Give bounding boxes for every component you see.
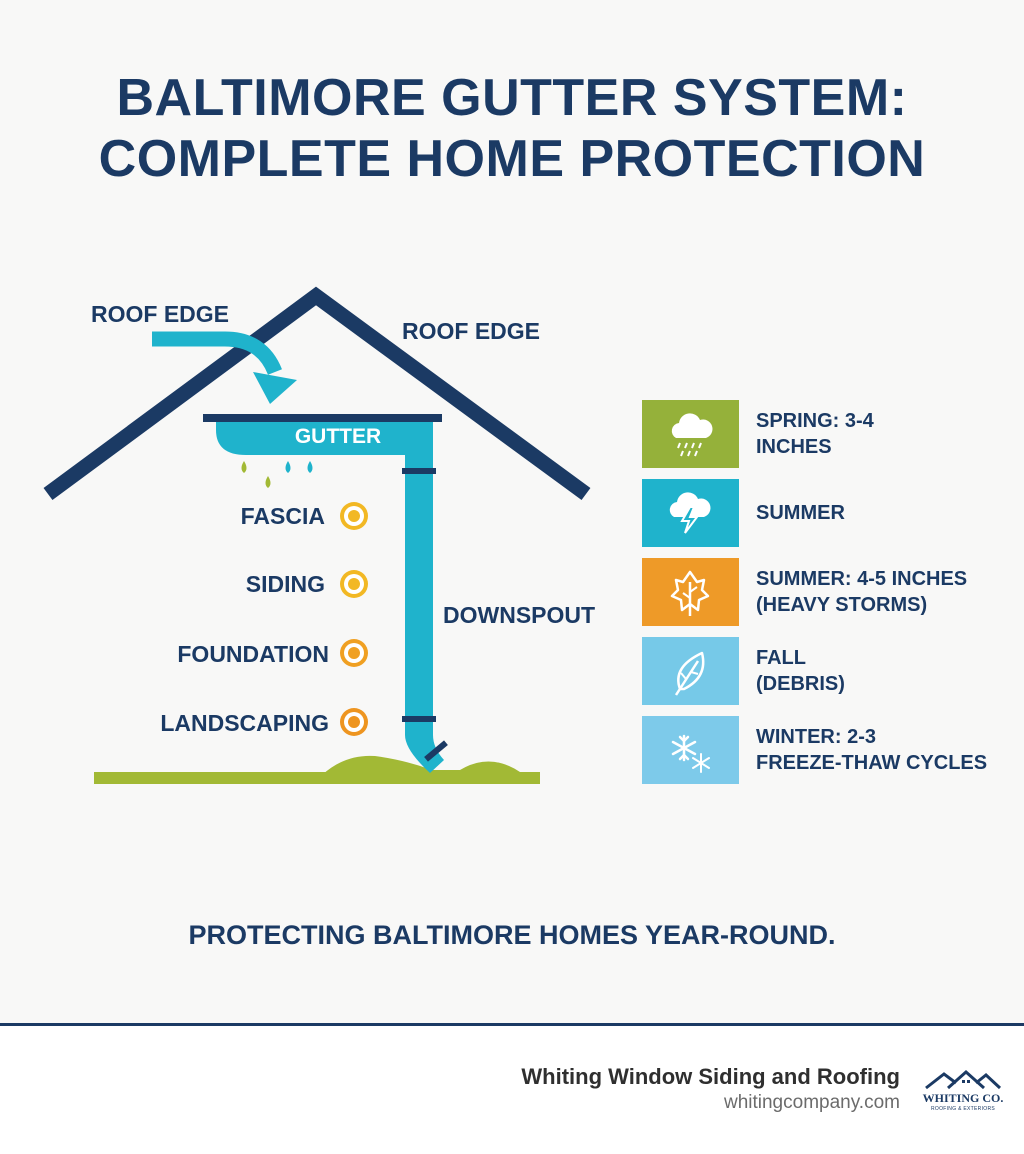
fascia-marker-icon [340, 502, 368, 530]
season-line-1: SUMMER: 4-5 INCHES [756, 568, 968, 590]
season-text-spring: SPRING: 3-4 INCHES [756, 400, 1024, 468]
season-row-fall: FALL (DEBRIS) [642, 637, 1022, 705]
logo-name: WHITING CO. [922, 1091, 1004, 1105]
season-text-summer-storms: SUMMER: 4-5 INCHES (HEAVY STORMS) [756, 558, 1024, 626]
season-line-1: WINTER: 2-3 [756, 726, 876, 748]
snowflake-icon [671, 734, 710, 773]
storm-cloud-icon [669, 492, 711, 534]
gutter-label: GUTTER [294, 425, 382, 448]
downspout-strap-top [402, 468, 436, 474]
season-row-winter: WINTER: 2-3 FREEZE-THAW CYCLES [642, 716, 1022, 784]
tagline: PROTECTING BALTIMORE HOMES YEAR-ROUND. [188, 920, 836, 950]
season-tile-fall [642, 637, 739, 705]
company-name: Whiting Window Siding and Roofing [521, 1064, 900, 1089]
season-line-2: FREEZE-THAW CYCLES [756, 752, 988, 774]
downspout-label: DOWNSPOUT [443, 602, 596, 628]
footer-divider [0, 1023, 1024, 1026]
fascia-label: FASCIA [240, 503, 325, 529]
house-roof-logo-icon [925, 1069, 1002, 1090]
company-logo: WHITING CO. ROOFING & EXTERIORS [922, 1068, 1004, 1118]
season-tile-winter [642, 716, 739, 784]
downspout-elbow-band [424, 740, 448, 762]
season-line-1: SUMMER [756, 502, 845, 524]
season-row-summer-storms: SUMMER: 4-5 INCHES (HEAVY STORMS) [642, 558, 1022, 626]
title-line-2: COMPLETE HOME PROTECTION [98, 130, 926, 188]
roof-edge-label-right: ROOF EDGE [402, 318, 541, 344]
landscaping-marker-icon [340, 708, 368, 736]
downspout-strap-bottom [402, 716, 436, 722]
season-tile-summer [642, 479, 739, 547]
downspout-pipe [405, 440, 444, 773]
season-line-1: FALL [756, 647, 806, 669]
foundation-label: FOUNDATION [177, 641, 329, 667]
leaf-icon [674, 651, 705, 696]
rain-cloud-icon [671, 413, 713, 457]
season-text-summer: SUMMER [756, 479, 1024, 547]
logo-subtitle: ROOFING & EXTERIORS [930, 1106, 996, 1112]
siding-label: SIDING [245, 571, 325, 597]
water-drop [265, 476, 271, 488]
water-drop [307, 461, 313, 473]
flow-arrow-shaft [152, 331, 282, 376]
season-row-summer: SUMMER [642, 479, 1022, 547]
season-row-spring: SPRING: 3-4 INCHES [642, 400, 1022, 468]
season-line-2: (DEBRIS) [756, 673, 845, 695]
autumn-leaf-icon [670, 570, 710, 616]
title-line-1: BALTIMORE GUTTER SYSTEM: [116, 69, 908, 127]
footer [0, 1026, 1024, 1154]
season-text-fall: FALL (DEBRIS) [756, 637, 1024, 705]
season-line-1: SPRING: 3-4 [756, 410, 874, 432]
season-tile-summer-storms [642, 558, 739, 626]
water-drop [241, 461, 247, 473]
flow-arrow-head [253, 372, 297, 404]
gutter-trough [216, 422, 433, 455]
page-title: BALTIMORE GUTTER SYSTEM: COMPLETE HOME P… [0, 68, 1024, 190]
gutter-top-bar [203, 414, 442, 422]
water-drop [285, 461, 291, 473]
foundation-marker-icon [340, 639, 368, 667]
roof-edge-label-left: ROOF EDGE [91, 301, 230, 327]
season-text-winter: WINTER: 2-3 FREEZE-THAW CYCLES [756, 716, 1024, 784]
ground-mound [322, 755, 520, 775]
company-website-link[interactable]: whitingcompany.com [723, 1092, 900, 1113]
ground-line [94, 772, 540, 784]
siding-marker-icon [340, 570, 368, 598]
season-line-2: INCHES [756, 436, 832, 458]
season-line-2: (HEAVY STORMS) [756, 594, 928, 616]
roof [43, 286, 591, 501]
season-tile-spring [642, 400, 739, 468]
landscaping-label: LANDSCAPING [160, 710, 329, 736]
